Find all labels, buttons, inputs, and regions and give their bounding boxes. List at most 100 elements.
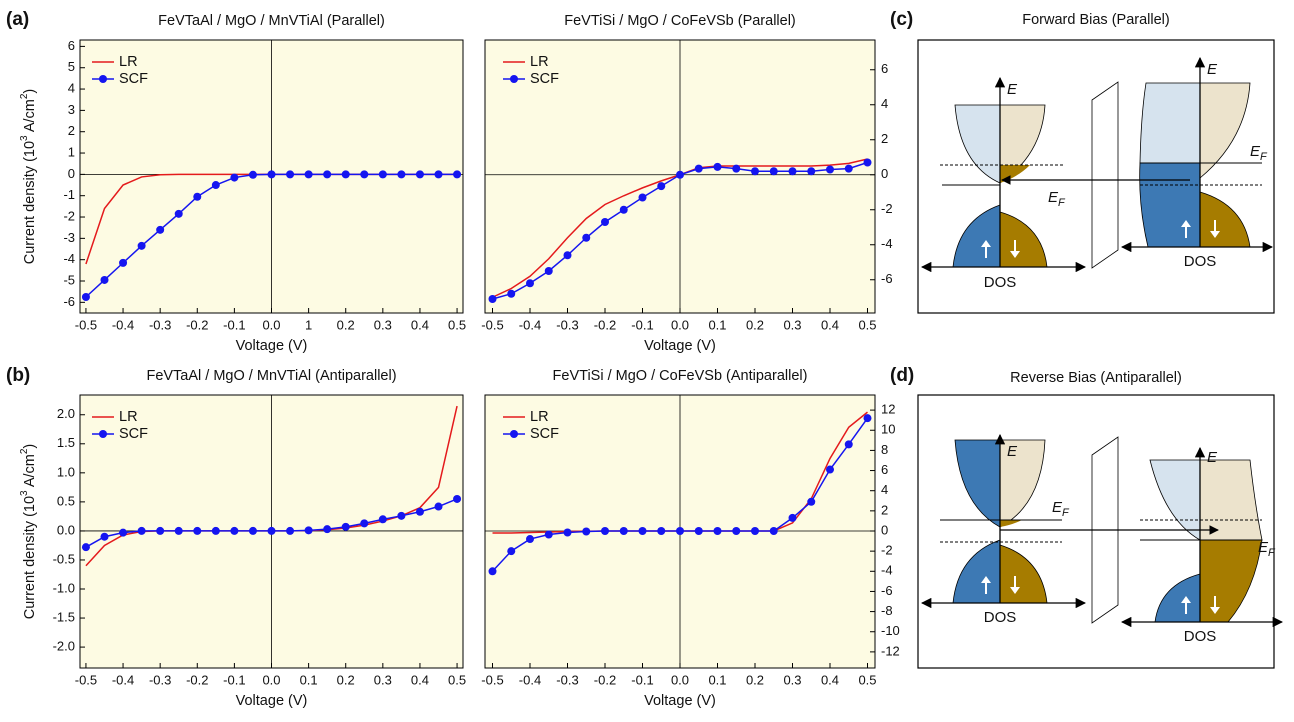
- y-tick-label: -4: [63, 251, 75, 266]
- x-tick-label: -0.4: [519, 317, 541, 332]
- x-tick-label: 0.0: [262, 672, 280, 687]
- data-point: [732, 526, 741, 535]
- chart-title: FeVTaAl / MgO / MnVTiAl (Antiparallel): [146, 368, 396, 384]
- y-tick-label: -6: [63, 294, 75, 309]
- chart: -0.5 -0.4 -0.3 -0.2 -0.1 0.0 1 0.2 0.3 0.4 0.5 -6 -5…: [19, 13, 466, 354]
- data-point: [826, 165, 834, 174]
- y-tick-label: 0: [881, 166, 888, 181]
- x-tick-label: -0.1: [223, 317, 245, 332]
- data-point: [453, 494, 462, 503]
- plot-frame: [79, 39, 464, 314]
- x-tick-label: -0.2: [186, 317, 208, 332]
- data-point: [174, 209, 183, 218]
- x-tick-label: -0.5: [75, 317, 97, 332]
- dos-label: DOS: [1184, 253, 1217, 270]
- spin-up: [981, 576, 991, 594]
- legend-label: LR: [119, 409, 138, 425]
- y-tick-label: 0.0: [57, 522, 75, 537]
- x-axis-label: Voltage (V): [644, 338, 716, 354]
- y-tick-label: 1.0: [57, 464, 75, 479]
- fermi-symbol: E: [1048, 189, 1059, 206]
- x-tick-label: 1: [305, 317, 312, 332]
- dos-label: DOS: [984, 274, 1017, 291]
- legend-label: SCF: [530, 426, 559, 442]
- x-axis-label: Voltage (V): [236, 338, 308, 354]
- data-point: [378, 170, 387, 179]
- data-point: [807, 497, 816, 506]
- panel-label: (b): [6, 365, 30, 386]
- spin-down: [1010, 576, 1020, 594]
- y-tick-label: 12: [881, 402, 895, 417]
- data-point: [341, 170, 350, 179]
- y-tick-label: -10: [881, 623, 900, 638]
- y-tick-label: -5: [63, 272, 75, 287]
- x-tick-label: 0.2: [746, 672, 764, 687]
- x-tick-label: -0.5: [75, 672, 97, 687]
- x-tick-label: 0.5: [858, 672, 876, 687]
- data-point: [526, 535, 534, 544]
- barrier: [1091, 81, 1119, 269]
- y-tick-label: -12: [881, 643, 900, 658]
- y-tick-label: -6: [881, 271, 893, 286]
- data-point: [676, 526, 684, 535]
- data-point: [378, 515, 387, 524]
- data-point: [156, 225, 165, 234]
- data-point: [544, 530, 553, 539]
- chart: -0.5 -0.4 -0.3 -0.2 -0.1 0.0 0.1 0.2 0.3 0.4 0.5 -1…: [481, 368, 900, 709]
- y-tick-label: 2: [68, 123, 75, 138]
- band-empty: [1139, 82, 1201, 164]
- legend-label: SCF: [119, 426, 148, 442]
- diagram-forward: Forward Bias (Parallel) E DOS EF E DOS E…: [917, 12, 1275, 314]
- band-empty: [1199, 82, 1251, 179]
- data-point: [81, 293, 90, 302]
- spin-down: [1210, 596, 1220, 614]
- data-point: [100, 275, 109, 284]
- data-point: [267, 526, 276, 535]
- data-point: [769, 167, 778, 176]
- x-tick-label: -0.3: [556, 317, 578, 332]
- y-tick-label: 2: [881, 131, 888, 146]
- fermi-subscript: F: [1062, 507, 1070, 519]
- y-axis-label-part: A/cm: [22, 454, 38, 490]
- data-point: [230, 173, 239, 182]
- energy-label: E: [1207, 61, 1218, 78]
- data-point: [563, 528, 572, 537]
- y-tick-label: 10: [881, 422, 895, 437]
- data-point: [807, 167, 816, 176]
- plot-frame: [484, 394, 876, 669]
- y-tick-label: -0.5: [53, 551, 75, 566]
- y-tick-label: 1: [68, 144, 75, 159]
- y-tick-label: 8: [881, 442, 888, 457]
- y-tick-label: -2: [881, 201, 893, 216]
- x-tick-label: -0.4: [112, 317, 134, 332]
- y-tick-label: 4: [881, 96, 888, 111]
- fermi-label: EF: [1250, 143, 1268, 163]
- x-tick-label: 0.3: [783, 672, 801, 687]
- data-point: [415, 170, 424, 179]
- chart-title: FeVTiSi / MgO / CoFeVSb (Antiparallel): [553, 368, 808, 384]
- data-point: [119, 528, 128, 537]
- x-tick-label: 0.4: [821, 672, 839, 687]
- data-point: [119, 258, 128, 267]
- data-point: [434, 170, 443, 179]
- y-tick-label: -2.0: [53, 639, 75, 654]
- x-tick-label: -0.5: [481, 317, 503, 332]
- y-tick-label: -1.0: [53, 580, 75, 595]
- x-tick-label: -0.1: [631, 672, 653, 687]
- data-point: [544, 267, 553, 275]
- data-point: [230, 526, 239, 535]
- x-tick-label: -0.3: [556, 672, 578, 687]
- spin-down: [1010, 240, 1020, 258]
- data-point: [601, 526, 609, 535]
- x-tick-label: 0.0: [671, 317, 689, 332]
- x-tick-label: 0.5: [448, 672, 466, 687]
- chart-title: FeVTaAl / MgO / MnVTiAl (Parallel): [158, 13, 385, 29]
- x-tick-label: -0.5: [481, 672, 503, 687]
- y-tick-label: 3: [68, 102, 75, 117]
- data-point: [211, 181, 220, 190]
- data-point: [360, 170, 369, 179]
- legend-label: LR: [530, 409, 549, 425]
- panel-label: (a): [6, 9, 29, 30]
- chart: -0.5 -0.4 -0.3 -0.2 -0.1 0.0 0.1 0.2 0.3 0.4 0.5 -6…: [481, 13, 892, 354]
- x-tick-label: -0.4: [112, 672, 134, 687]
